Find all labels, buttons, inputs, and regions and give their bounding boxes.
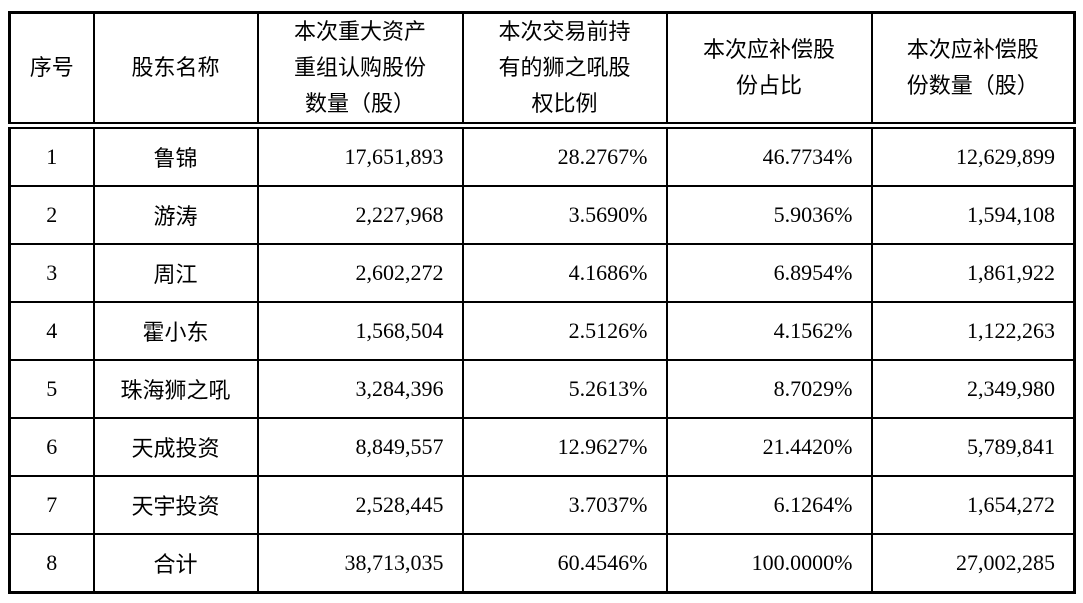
pre-transaction-ratio-cell: 4.1686%: [461, 243, 668, 303]
pre-transaction-ratio-cell: 3.7037%: [461, 475, 668, 535]
compensation-ratio-cell: 46.7734%: [665, 124, 873, 187]
compensation-shares-cell: 2,349,980: [870, 359, 1076, 419]
pre-transaction-ratio-cell: 5.2613%: [461, 359, 668, 419]
header-pre-transaction-ratio: 本次交易前持 有的狮之吼股 权比例: [461, 11, 668, 129]
compensation-ratio-cell: 21.4420%: [665, 417, 873, 477]
shareholder-name-cell: 天成投资: [92, 417, 259, 477]
compensation-shares-cell: 1,122,263: [870, 301, 1076, 361]
pre-transaction-ratio-cell: 60.4546%: [461, 533, 668, 594]
subscribed-shares-cell: 3,284,396: [256, 359, 464, 419]
table-row: 4 霍小东 1,568,504 2.5126% 4.1562% 1,122,26…: [8, 301, 1076, 361]
table-row: 6 天成投资 8,849,557 12.9627% 21.4420% 5,789…: [8, 417, 1076, 477]
table-row-total: 8 合计 38,713,035 60.4546% 100.0000% 27,00…: [8, 533, 1076, 594]
compensation-shares-cell: 5,789,841: [870, 417, 1076, 477]
pre-transaction-ratio-cell: 2.5126%: [461, 301, 668, 361]
subscribed-shares-cell: 1,568,504: [256, 301, 464, 361]
serial-number-cell: 8: [8, 533, 95, 594]
compensation-ratio-cell: 8.7029%: [665, 359, 873, 419]
compensation-shares-cell: 1,654,272: [870, 475, 1076, 535]
compensation-ratio-cell: 6.1264%: [665, 475, 873, 535]
table-row: 3 周江 2,602,272 4.1686% 6.8954% 1,861,922: [8, 243, 1076, 303]
compensation-shares-cell: 12,629,899: [870, 124, 1076, 187]
compensation-shares-cell: 27,002,285: [870, 533, 1076, 594]
header-shareholder-name: 股东名称: [92, 11, 259, 129]
compensation-shares-cell: 1,594,108: [870, 185, 1076, 245]
compensation-shares-cell: 1,861,922: [870, 243, 1076, 303]
shareholder-name-cell: 珠海狮之吼: [92, 359, 259, 419]
compensation-ratio-cell: 4.1562%: [665, 301, 873, 361]
share-compensation-table: 序号 股东名称 本次重大资产 重组认购股份 数量（股） 本次交易前持 有的狮之吼…: [8, 11, 1076, 594]
header-serial-number: 序号: [8, 11, 95, 129]
subscribed-shares-cell: 2,227,968: [256, 185, 464, 245]
subscribed-shares-cell: 2,528,445: [256, 475, 464, 535]
table-row: 7 天宇投资 2,528,445 3.7037% 6.1264% 1,654,2…: [8, 475, 1076, 535]
serial-number-cell: 2: [8, 185, 95, 245]
compensation-ratio-cell: 5.9036%: [665, 185, 873, 245]
compensation-ratio-cell: 100.0000%: [665, 533, 873, 594]
pre-transaction-ratio-cell: 3.5690%: [461, 185, 668, 245]
table-row: 5 珠海狮之吼 3,284,396 5.2613% 8.7029% 2,349,…: [8, 359, 1076, 419]
compensation-ratio-cell: 6.8954%: [665, 243, 873, 303]
header-row: 序号 股东名称 本次重大资产 重组认购股份 数量（股） 本次交易前持 有的狮之吼…: [8, 11, 1076, 129]
serial-number-cell: 6: [8, 417, 95, 477]
pre-transaction-ratio-cell: 28.2767%: [461, 124, 668, 187]
shareholder-name-cell: 鲁锦: [92, 124, 259, 187]
serial-number-cell: 1: [8, 124, 95, 187]
header-subscribed-shares: 本次重大资产 重组认购股份 数量（股）: [256, 11, 464, 129]
serial-number-cell: 3: [8, 243, 95, 303]
table-row: 2 游涛 2,227,968 3.5690% 5.9036% 1,594,108: [8, 185, 1076, 245]
subscribed-shares-cell: 2,602,272: [256, 243, 464, 303]
pre-transaction-ratio-cell: 12.9627%: [461, 417, 668, 477]
subscribed-shares-cell: 38,713,035: [256, 533, 464, 594]
table-row: 1 鲁锦 17,651,893 28.2767% 46.7734% 12,629…: [8, 124, 1076, 187]
shareholder-name-cell: 霍小东: [92, 301, 259, 361]
serial-number-cell: 5: [8, 359, 95, 419]
subscribed-shares-cell: 17,651,893: [256, 124, 464, 187]
shareholder-name-cell: 合计: [92, 533, 259, 594]
shareholder-name-cell: 游涛: [92, 185, 259, 245]
header-compensation-shares: 本次应补偿股 份数量（股）: [870, 11, 1076, 129]
subscribed-shares-cell: 8,849,557: [256, 417, 464, 477]
header-compensation-ratio: 本次应补偿股 份占比: [665, 11, 873, 129]
shareholder-name-cell: 周江: [92, 243, 259, 303]
serial-number-cell: 7: [8, 475, 95, 535]
serial-number-cell: 4: [8, 301, 95, 361]
shareholder-name-cell: 天宇投资: [92, 475, 259, 535]
